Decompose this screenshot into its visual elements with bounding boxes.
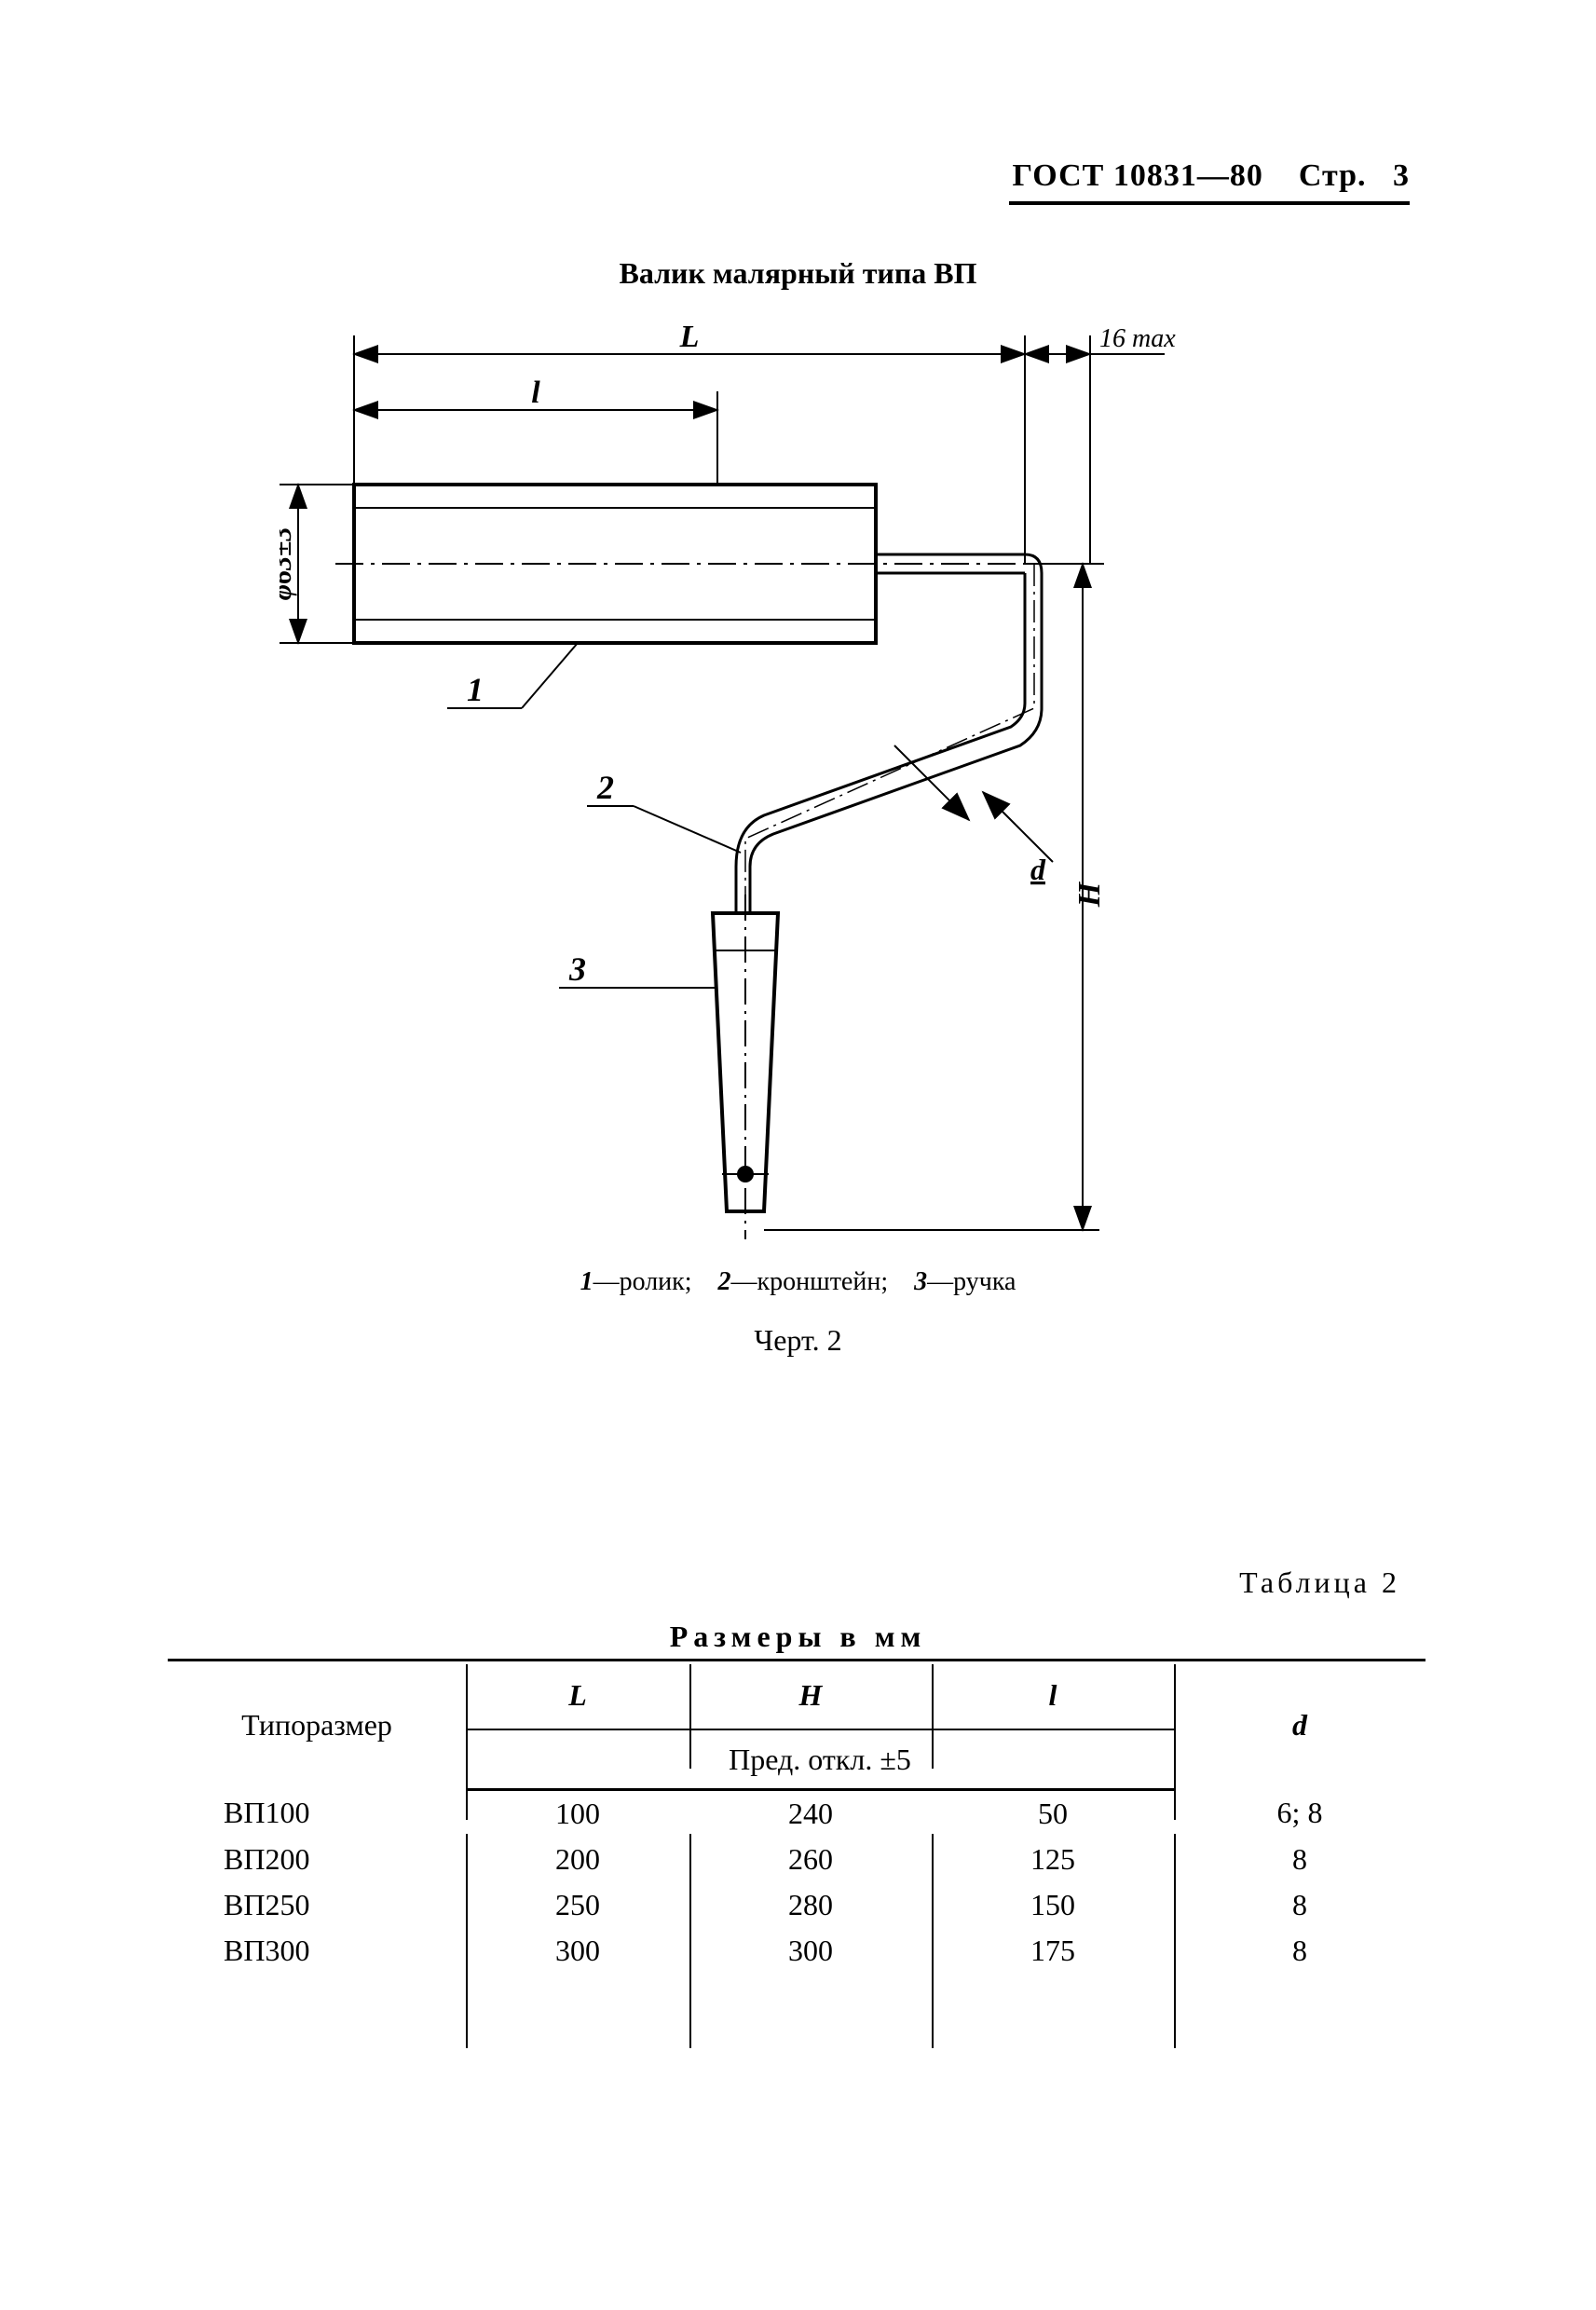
callout-2: 2: [596, 769, 614, 806]
table-row: ВП250 250 280 150 8: [168, 1882, 1425, 1928]
tolerance-cell: Пред. откл. ±5: [466, 1729, 1174, 1790]
header-underline: [1009, 201, 1410, 205]
figure-legend: 1—ролик; 2—кронштейн; 3—ручка: [0, 1267, 1596, 1297]
col-type: Типоразмер: [168, 1661, 466, 1790]
cell-L: 100: [466, 1790, 689, 1838]
cell-L: 200: [466, 1837, 689, 1882]
cell-L: 250: [466, 1882, 689, 1928]
page-label: Стр.: [1299, 158, 1367, 193]
table-label: Таблица 2: [1239, 1565, 1400, 1600]
dim-label-diameter: ϕ63±3: [280, 527, 297, 601]
cell-d: 8: [1174, 1928, 1425, 1974]
page-number: 3: [1393, 158, 1410, 193]
legend-1-text: —ролик;: [593, 1267, 692, 1296]
dim-label-L: L: [679, 320, 700, 354]
drawing-svg: L l 16 max ϕ63±3: [280, 317, 1258, 1249]
cell-H: 260: [689, 1837, 932, 1882]
cell-H: 240: [689, 1790, 932, 1838]
callout-3: 3: [568, 950, 586, 988]
table-row: ВП300 300 300 175 8: [168, 1928, 1425, 1974]
dim-label-H: H: [1072, 881, 1107, 908]
table-caption: Размеры в мм: [0, 1620, 1596, 1654]
cell-d: 8: [1174, 1837, 1425, 1882]
legend-2-text: —кронштейн;: [731, 1267, 889, 1296]
cell-l: 50: [932, 1790, 1174, 1838]
cell-type: ВП100: [168, 1790, 466, 1838]
col-l: l: [932, 1661, 1174, 1730]
figure-number: Черт. 2: [0, 1323, 1596, 1358]
gost-number: ГОСТ 10831—80: [1012, 158, 1262, 193]
cell-d: 6; 8: [1174, 1790, 1425, 1838]
table-row: ВП100 100 240 50 6; 8: [168, 1790, 1425, 1838]
cell-d: 8: [1174, 1882, 1425, 1928]
col-H: H: [689, 1661, 932, 1730]
cell-H: 280: [689, 1882, 932, 1928]
callout-1: 1: [467, 671, 484, 708]
cell-l: 125: [932, 1837, 1174, 1882]
legend-3-num: 3: [914, 1267, 927, 1296]
technical-drawing: L l 16 max ϕ63±3: [280, 317, 1258, 1249]
page: ГОСТ 10831—80 Стр. 3 Валик малярный типа…: [0, 0, 1596, 2310]
figure-title: Валик малярный типа ВП: [0, 256, 1596, 291]
table-body: ВП100 100 240 50 6; 8 ВП200 200 260 125 …: [168, 1790, 1425, 1975]
cell-l: 175: [932, 1928, 1174, 1974]
page-header: ГОСТ 10831—80 Стр. 3: [1012, 158, 1410, 194]
table-header-row: Типоразмер L H l d: [168, 1661, 1425, 1730]
cell-H: 300: [689, 1928, 932, 1974]
dimensions-table: Типоразмер L H l d Пред. откл. ±5 ВП100 …: [168, 1659, 1425, 1974]
legend-3-text: —ручка: [927, 1267, 1016, 1296]
col-L: L: [466, 1661, 689, 1730]
legend-1-num: 1: [580, 1267, 593, 1296]
table-row: ВП200 200 260 125 8: [168, 1837, 1425, 1882]
legend-2-num: 2: [718, 1267, 731, 1296]
dim-label-l: l: [531, 376, 540, 410]
col-d: d: [1174, 1661, 1425, 1790]
cell-L: 300: [466, 1928, 689, 1974]
cell-type: ВП300: [168, 1928, 466, 1974]
cell-type: ВП200: [168, 1837, 466, 1882]
cell-type: ВП250: [168, 1882, 466, 1928]
dim-label-16max: 16 max: [1099, 324, 1176, 353]
cell-l: 150: [932, 1882, 1174, 1928]
dim-label-d: d: [1030, 853, 1046, 886]
